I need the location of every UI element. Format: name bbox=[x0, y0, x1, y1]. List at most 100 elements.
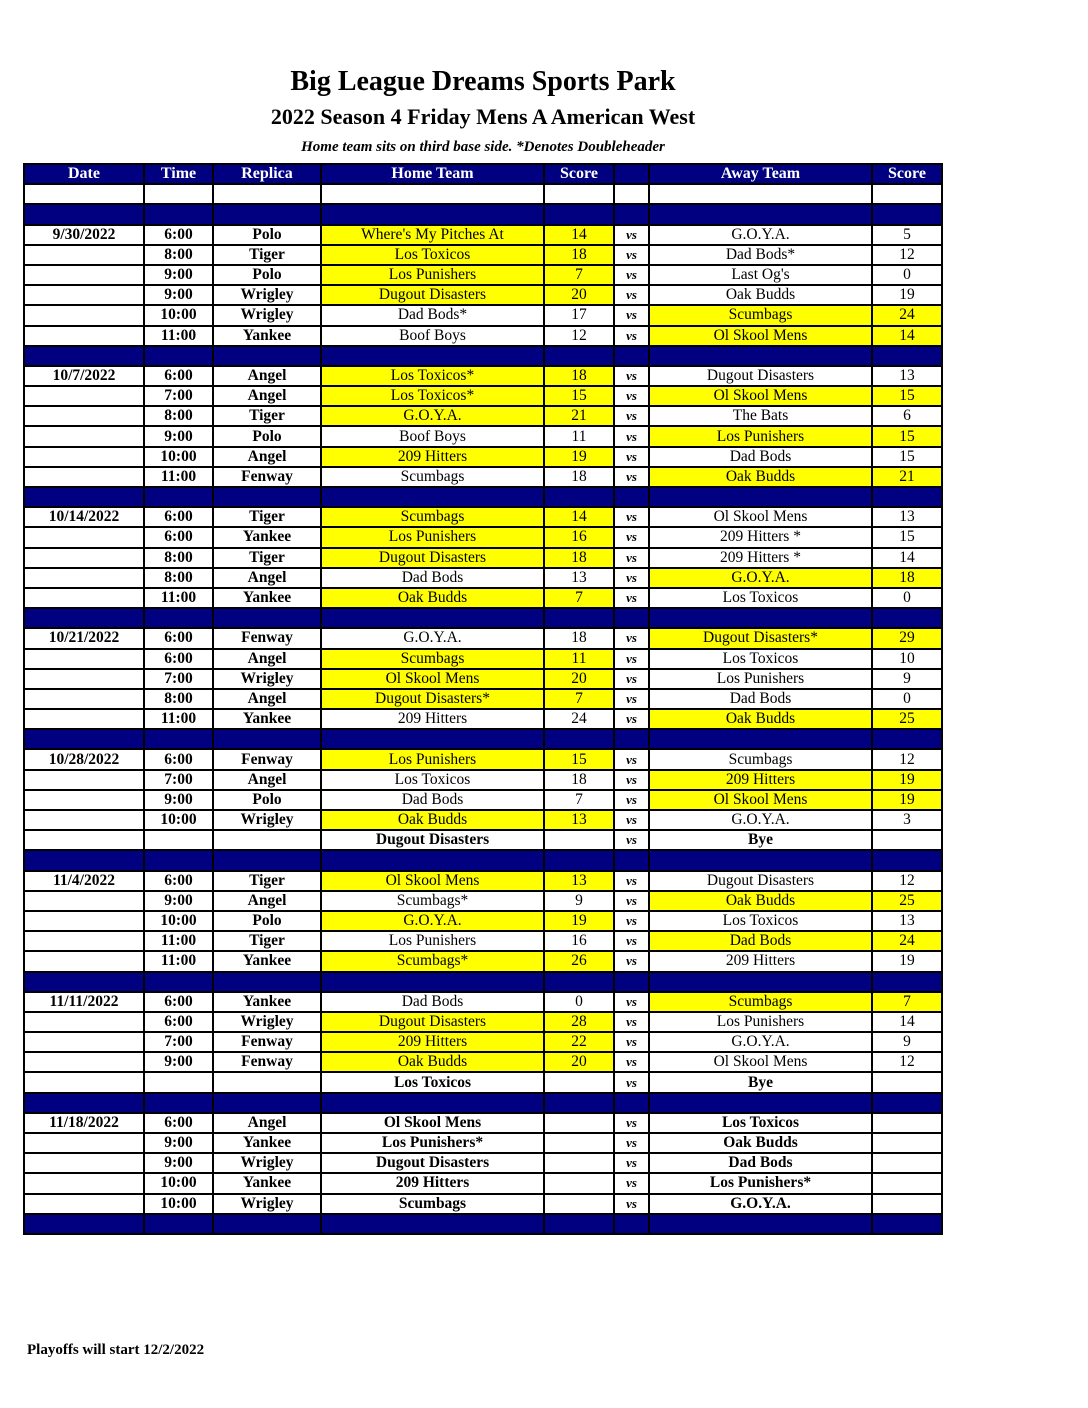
col-replica: Replica bbox=[212, 162, 322, 186]
away-score-cell: 25 bbox=[871, 889, 943, 912]
away-score-cell: 15 bbox=[871, 445, 943, 468]
away-team-cell: Dad Bods bbox=[648, 445, 873, 468]
date-cell bbox=[23, 526, 145, 549]
home-team-cell: Oak Budds bbox=[320, 586, 545, 610]
col-vs bbox=[613, 162, 650, 186]
home-team-cell: Boof Boys bbox=[320, 324, 545, 347]
home-score-cell bbox=[543, 485, 615, 509]
table-row: 9:00 Fenway Oak Budds 20 vs Ol Skool Mens 12 bbox=[23, 1051, 943, 1074]
replica-cell: Angel bbox=[212, 1111, 322, 1135]
vs-cell: vs bbox=[613, 788, 650, 812]
table-row: 6:00 Wrigley Dugout Disasters 28 vs Los Punis… bbox=[23, 1010, 943, 1034]
date-cell: 9/30/2022 bbox=[23, 223, 145, 246]
away-score-cell: 19 bbox=[871, 768, 943, 791]
page-subtitle: 2022 Season 4 Friday Mens A American Wes… bbox=[270, 104, 696, 129]
table-row: 10:00 Angel 209 Hitters 19 vs Dad Bods 15 bbox=[23, 445, 943, 468]
replica-cell: Angel bbox=[212, 385, 322, 408]
away-team-cell: Los Punishers bbox=[648, 667, 873, 690]
home-score-cell bbox=[543, 1091, 615, 1114]
time-cell: 11:00 bbox=[143, 324, 214, 347]
away-team-cell: Bye bbox=[648, 1071, 873, 1094]
home-team-cell bbox=[320, 1091, 545, 1114]
home-team-cell: Dad Bods bbox=[320, 788, 545, 812]
table-row: 9:00 Wrigley Dugout Disasters vs Dad Bods bbox=[23, 1152, 943, 1175]
date-cell bbox=[23, 284, 145, 307]
date-cell bbox=[23, 788, 145, 812]
table-row: 11:00 Yankee 209 Hitters 24 vs Oak Budds 25 bbox=[23, 708, 943, 731]
vs-cell bbox=[613, 970, 650, 993]
home-team-cell: 209 Hitters bbox=[320, 1031, 545, 1054]
time-cell: 9:00 bbox=[143, 425, 214, 448]
replica-cell: Angel bbox=[212, 445, 322, 468]
away-score-cell bbox=[871, 1091, 943, 1114]
away-team-cell bbox=[648, 485, 873, 509]
home-team-cell: Scumbags bbox=[320, 1192, 545, 1215]
home-team-cell: Where's My Pitches At bbox=[320, 223, 545, 246]
home-score-cell: 20 bbox=[543, 667, 615, 690]
away-score-cell bbox=[871, 1131, 943, 1155]
date-cell bbox=[23, 687, 145, 711]
away-team-cell: Los Toxicos bbox=[648, 909, 873, 933]
table-row: 9:00 Polo Los Punishers 7 vs Last Og's 0 bbox=[23, 263, 943, 287]
away-team-cell bbox=[648, 203, 873, 226]
replica-cell: Wrigley bbox=[212, 1010, 322, 1034]
away-team-cell: 209 Hitters bbox=[648, 768, 873, 791]
table-row: 10:00 Wrigley Scumbags vs G.O.Y.A. bbox=[23, 1192, 943, 1215]
table-row: 10/28/2022 6:00 Fenway Los Punishers 15 vs Scu… bbox=[23, 748, 943, 771]
date-cell: 10/7/2022 bbox=[23, 364, 145, 388]
date-cell bbox=[23, 1131, 145, 1155]
away-score-cell bbox=[871, 728, 943, 751]
away-team-cell: Scumbags bbox=[648, 748, 873, 771]
away-team-cell bbox=[648, 607, 873, 630]
home-team-cell: Dugout Disasters bbox=[320, 284, 545, 307]
table-row: 8:00 Tiger Los Toxicos 18 vs Dad Bods* 12 bbox=[23, 243, 943, 266]
replica-cell: Polo bbox=[212, 223, 322, 246]
home-score-cell bbox=[543, 607, 615, 630]
time-cell bbox=[143, 1091, 214, 1114]
time-cell: 10:00 bbox=[143, 808, 214, 832]
away-team-cell: Bye bbox=[648, 829, 873, 852]
replica-cell bbox=[212, 1091, 322, 1114]
home-team-cell: Scumbags* bbox=[320, 889, 545, 912]
home-score-cell: 20 bbox=[543, 284, 615, 307]
away-team-cell: Los Toxicos bbox=[648, 647, 873, 670]
replica-cell: Yankee bbox=[212, 1131, 322, 1155]
week-separator bbox=[23, 849, 943, 872]
col-date: Date bbox=[23, 162, 145, 186]
time-cell: 7:00 bbox=[143, 667, 214, 690]
home-team-cell bbox=[320, 728, 545, 751]
time-cell: 8:00 bbox=[143, 243, 214, 266]
away-team-cell: Ol Skool Mens bbox=[648, 385, 873, 408]
replica-cell bbox=[212, 970, 322, 993]
away-score-cell: 15 bbox=[871, 425, 943, 448]
away-score-cell: 13 bbox=[871, 909, 943, 933]
vs-cell: vs bbox=[613, 304, 650, 327]
home-score-cell: 7 bbox=[543, 586, 615, 610]
away-team-cell: Last Og's bbox=[648, 263, 873, 287]
away-team-cell: G.O.Y.A. bbox=[648, 223, 873, 246]
home-score-cell: 17 bbox=[543, 304, 615, 327]
away-score-cell bbox=[871, 849, 943, 872]
home-score-cell: 15 bbox=[543, 385, 615, 408]
vs-cell: vs bbox=[613, 364, 650, 388]
time-cell bbox=[143, 849, 214, 872]
home-team-cell bbox=[320, 607, 545, 630]
replica-cell: Tiger bbox=[212, 506, 322, 529]
schedule-note: Home team sits on third base side. *Deno… bbox=[301, 139, 665, 155]
table-row: 8:00 Tiger G.O.Y.A. 21 vs The Bats 6 bbox=[23, 405, 943, 428]
col-away-team: Away Team bbox=[648, 162, 873, 186]
away-team-cell bbox=[648, 728, 873, 751]
table-row: 11/4/2022 6:00 Tiger Ol Skool Mens 13 vs Dugou… bbox=[23, 869, 943, 892]
date-cell bbox=[23, 1071, 145, 1094]
vs-cell: vs bbox=[613, 647, 650, 670]
away-team-cell: G.O.Y.A. bbox=[648, 1192, 873, 1215]
replica-cell: Yankee bbox=[212, 1172, 322, 1195]
away-score-cell bbox=[871, 203, 943, 226]
away-score-cell: 21 bbox=[871, 465, 943, 489]
replica-cell: Wrigley bbox=[212, 1192, 322, 1215]
date-cell bbox=[23, 1192, 145, 1215]
home-team-cell: G.O.Y.A. bbox=[320, 627, 545, 650]
vs-cell: vs bbox=[613, 708, 650, 731]
home-team-cell: Ol Skool Mens bbox=[320, 667, 545, 690]
home-team-cell: Dugout Disasters bbox=[320, 829, 545, 852]
